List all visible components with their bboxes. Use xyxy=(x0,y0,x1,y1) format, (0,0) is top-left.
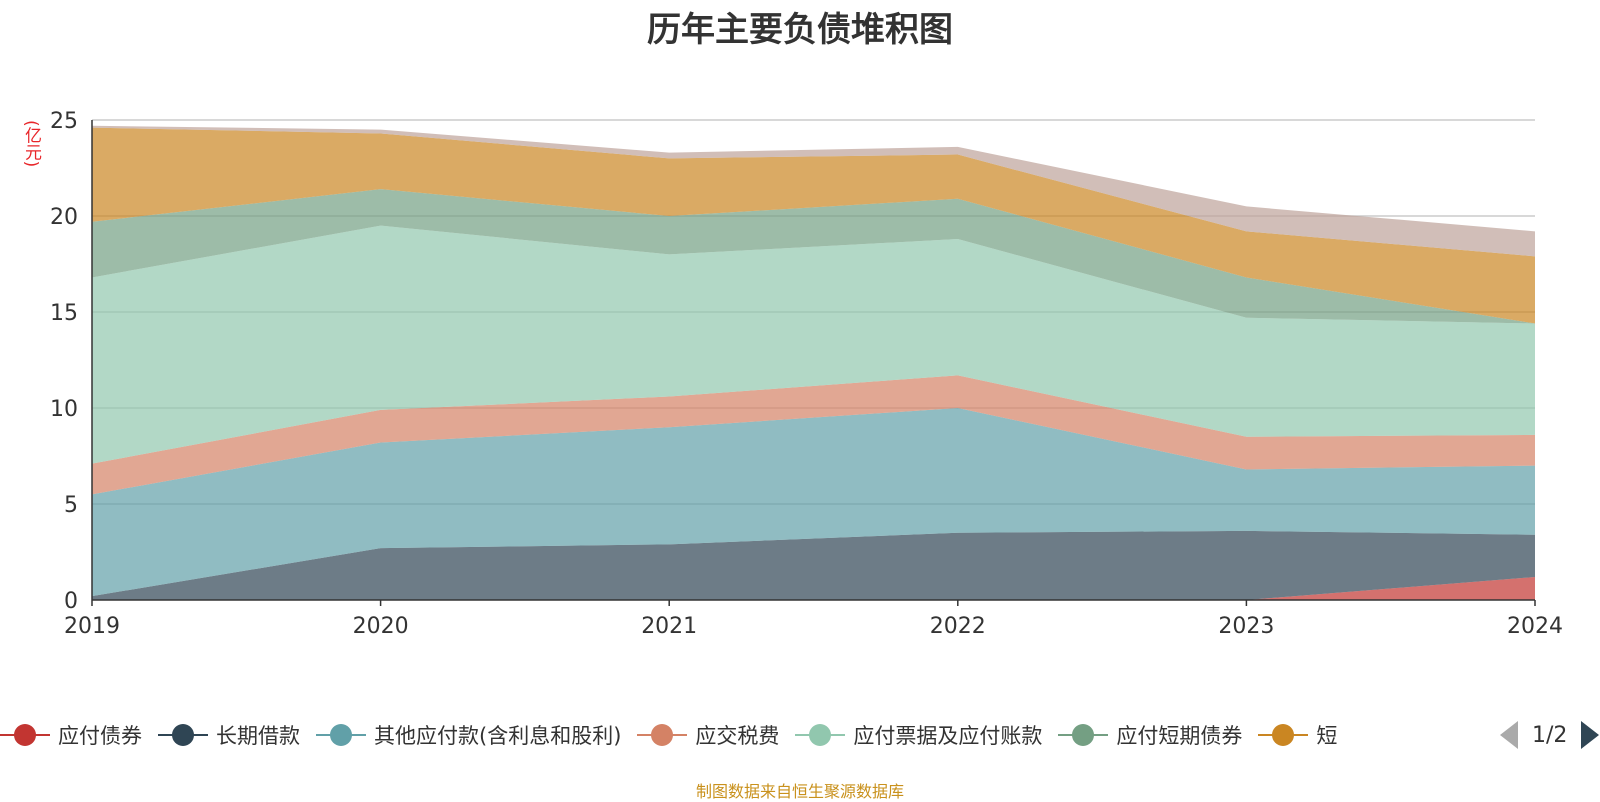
y-tick-label: 5 xyxy=(64,493,78,518)
y-tick-label: 10 xyxy=(50,397,78,422)
legend-label: 其他应付款(含利息和股利) xyxy=(374,724,622,748)
y-tick-label: 0 xyxy=(64,589,78,614)
legend-item[interactable]: 长期借款 xyxy=(158,715,300,755)
legend-prev-page-button[interactable] xyxy=(1500,721,1518,749)
area-series-6 xyxy=(92,127,1535,324)
source-note: 制图数据来自恒生聚源数据库 xyxy=(695,782,904,801)
legend-item[interactable]: 短 xyxy=(1258,715,1337,755)
legend-label: 应付短期债券 xyxy=(1116,724,1243,748)
legend-label: 长期借款 xyxy=(216,724,300,748)
x-tick-label: 2021 xyxy=(641,614,697,639)
legend-item[interactable]: 其他应付款(含利息和股利) xyxy=(316,715,621,755)
chart-title: 历年主要负债堆积图 xyxy=(647,10,953,50)
legend-item[interactable]: 应付债券 xyxy=(0,715,142,755)
y-tick-label: 15 xyxy=(50,301,78,326)
legend-marker-icon xyxy=(1058,722,1109,748)
y-tick-label: 20 xyxy=(50,205,78,230)
area-series-2 xyxy=(92,408,1535,597)
legend-next-page-button[interactable] xyxy=(1581,721,1600,749)
area-series-0 xyxy=(92,576,1535,600)
x-tick-label: 2022 xyxy=(930,614,986,639)
legend-item[interactable]: 应交税费 xyxy=(637,715,779,755)
y-axis-unit-label: (亿元) xyxy=(21,120,41,168)
area-series-5 xyxy=(92,189,1535,324)
legend-label: 应付票据及应付账款 xyxy=(853,724,1043,748)
x-tick-label: 2023 xyxy=(1218,614,1274,639)
axes: 0 5 10 15 20 25 2019 2020 2021 2022 2023 2024 xyxy=(50,109,1563,639)
x-tick-label: 2019 xyxy=(64,614,120,639)
legend-pager: 1/2 xyxy=(1500,715,1600,755)
legend-item[interactable]: 应付短期债券 xyxy=(1058,715,1242,755)
legend-label: 应交税费 xyxy=(695,724,780,748)
legend-marker-icon xyxy=(0,722,50,748)
legend-label: 应付债券 xyxy=(58,724,142,748)
legend-page-indicator: 1/2 xyxy=(1532,722,1568,748)
legend-marker-icon xyxy=(795,722,846,748)
area-series-1 xyxy=(92,530,1535,600)
stacked-area-chart: 0 5 10 15 20 25 2019 2020 2021 2022 2023 2024 xyxy=(50,109,1563,639)
y-tick-label: 25 xyxy=(50,109,78,134)
x-tick-label: 2020 xyxy=(353,614,409,639)
area-series-7 xyxy=(92,125,1535,257)
x-tick-label: 2024 xyxy=(1507,614,1563,639)
area-series-4 xyxy=(92,225,1535,464)
legend: 应付债券 长期借款 其他应付款(含利息和股利) 应交税费 应付票据及应付账款 应付短期债券… xyxy=(0,715,1485,755)
legend-marker-icon xyxy=(637,722,688,748)
legend-marker-icon xyxy=(1258,722,1309,748)
legend-marker-icon xyxy=(316,722,366,748)
area-series-3 xyxy=(92,375,1535,495)
legend-marker-icon xyxy=(158,722,208,748)
area-series-layer xyxy=(92,125,1535,600)
legend-label: 短 xyxy=(1316,724,1338,748)
legend-item[interactable]: 应付票据及应付账款 xyxy=(795,715,1042,755)
